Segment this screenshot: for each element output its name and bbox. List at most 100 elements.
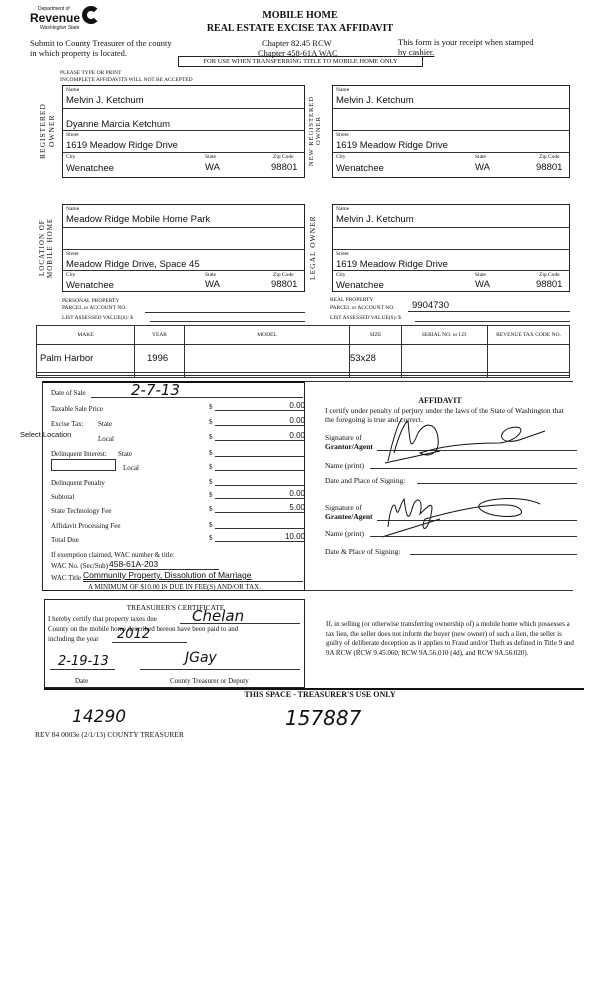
zip-field[interactable]: 98801 xyxy=(536,279,563,290)
real-assessed-field[interactable] xyxy=(415,312,570,322)
cell-year[interactable]: 1996 xyxy=(134,343,185,374)
date-of-sale-label: Date of Sale xyxy=(51,389,86,397)
zip-field[interactable]: 98801 xyxy=(271,162,298,173)
zip-field[interactable]: 98801 xyxy=(536,162,563,173)
minimum-note: A MINIMUM OF $10.00 IS DUE IN FEE(S) AND… xyxy=(88,583,261,591)
mobile-home-table: MAKE YEAR MODEL SIZE SERIAL NO. or I.D. … xyxy=(36,325,570,379)
tech-fee-field[interactable]: 5.00 $ xyxy=(209,503,305,513)
penalty-field[interactable]: $ xyxy=(209,476,305,486)
date-label: Date xyxy=(75,677,89,685)
date-of-sale-field[interactable]: 2-7-13 xyxy=(91,381,303,399)
sig-grantor-label: Signature of xyxy=(325,433,362,442)
excise-local-label: Local xyxy=(98,435,114,443)
cell-model[interactable] xyxy=(184,343,350,374)
cell[interactable] xyxy=(36,374,135,379)
wac-title-field[interactable]: Community Property, Dissolution of Marri… xyxy=(83,570,303,582)
incomplete-note: INCOMPLETE AFFIDAVITS WILL NOT BE ACCEPT… xyxy=(60,77,193,83)
grantor-date-field[interactable] xyxy=(417,474,577,484)
delinquent-state-field[interactable]: $ xyxy=(209,447,305,457)
real-parcel-value: 9904730 xyxy=(412,300,449,311)
personal-assessed-field[interactable] xyxy=(150,312,305,322)
subtotal-field[interactable]: 0.00 $ xyxy=(209,489,305,499)
zip-field[interactable]: 98801 xyxy=(271,279,298,290)
street-field[interactable]: Meadow Ridge Drive, Space 45 xyxy=(66,259,200,270)
cell-code[interactable] xyxy=(487,343,570,374)
city-field[interactable]: Wenatchee xyxy=(336,163,384,174)
col-year: YEAR xyxy=(134,325,185,345)
col-model: MODEL xyxy=(184,325,350,345)
grantee-signature-field[interactable] xyxy=(377,509,577,521)
chapter-rcw: Chapter 82.45 RCW xyxy=(262,38,332,48)
wac-no-field[interactable]: 458-61A-203 xyxy=(109,559,219,570)
dollar-sign: $ xyxy=(209,478,213,486)
excise-state-label: State xyxy=(98,420,112,428)
name-field[interactable]: Melvin J. Ketchum xyxy=(336,95,414,106)
state-field[interactable]: WA xyxy=(475,162,490,173)
cell-serial[interactable] xyxy=(401,343,488,374)
city-field[interactable]: Wenatchee xyxy=(66,163,114,174)
label: City xyxy=(336,272,346,278)
personal-parcel-field[interactable] xyxy=(145,303,305,313)
list-assessed-label: LIST ASSESSED VALUE(S): $ xyxy=(330,315,402,321)
col-size: SIZE xyxy=(349,325,402,345)
year-field[interactable]: 2012 xyxy=(112,627,187,643)
cell[interactable] xyxy=(134,374,185,379)
submit-text-2: in which property is located. xyxy=(30,48,128,58)
date-field[interactable]: 2-19-13 xyxy=(50,654,115,670)
excise-label: Excise Tax: xyxy=(51,420,84,428)
grantor-name-field[interactable] xyxy=(370,459,577,469)
sig-grantee-label-2: Grantee/Agent xyxy=(325,512,373,521)
list-assessed-label: LIST ASSESSED VALUE(S): $ xyxy=(62,315,134,321)
county-field[interactable]: Chelan xyxy=(180,607,300,625)
registered-owner-box: Name Melvin J. Ketchum Dyanne Marcia Ket… xyxy=(62,85,305,178)
dollar-sign: $ xyxy=(209,433,213,441)
deputy-signature-field[interactable]: JGay xyxy=(140,650,300,670)
form-footer: REV 84 0003e (2/1/13) COUNTY TREASURER xyxy=(35,730,184,739)
delinquent-local-field[interactable]: $ xyxy=(209,461,305,471)
cell[interactable] xyxy=(349,374,402,379)
state-field[interactable]: WA xyxy=(475,279,490,290)
city-field[interactable]: Wenatchee xyxy=(336,280,384,291)
street-field[interactable]: 1619 Meadow Ridge Drive xyxy=(66,140,178,151)
label: Name xyxy=(66,206,80,212)
grantee-name-field[interactable] xyxy=(370,527,577,537)
excise-local-field[interactable]: 0.00 $ xyxy=(209,431,305,441)
total-field[interactable]: 10.00 $ xyxy=(209,532,305,542)
state-field[interactable]: WA xyxy=(205,279,220,290)
delinquent-location-input[interactable] xyxy=(51,459,116,471)
sig-grantee-label: Signature of xyxy=(325,503,362,512)
col-revenue-code: REVENUE TAX CODE NO. xyxy=(487,325,570,345)
select-location[interactable]: Select Location xyxy=(20,430,72,439)
col-make: MAKE xyxy=(36,325,135,345)
name2-field[interactable]: Dyanne Marcia Ketchum xyxy=(66,119,171,130)
date-of-sale-value: 2-7-13 xyxy=(131,381,180,399)
street-field[interactable]: 1619 Meadow Ridge Drive xyxy=(336,259,448,270)
name-field[interactable]: Melvin J. Ketchum xyxy=(336,214,414,225)
state-field[interactable]: WA xyxy=(205,162,220,173)
cell-size[interactable]: 53x28 xyxy=(349,343,402,374)
grantor-signature-field[interactable] xyxy=(377,439,577,451)
cell[interactable] xyxy=(184,374,350,379)
affidavit-text: I certify under penalty of perjury under… xyxy=(325,406,564,424)
cell[interactable] xyxy=(401,374,488,379)
label: Street xyxy=(66,132,79,138)
taxable-field[interactable]: 0.00 $ xyxy=(209,401,305,411)
excise-state-field[interactable]: 0.00 $ xyxy=(209,416,305,426)
city-field[interactable]: Wenatchee xyxy=(66,280,114,291)
name-field[interactable]: Meadow Ridge Mobile Home Park xyxy=(66,214,211,225)
cell-make[interactable]: Palm Harbor xyxy=(36,343,135,374)
grantee-date-field[interactable] xyxy=(410,545,577,555)
section-location: LOCATION OF MOBILE HOME xyxy=(38,217,54,279)
dollar-sign: $ xyxy=(209,521,213,529)
street-field[interactable]: 1619 Meadow Ridge Drive xyxy=(336,140,448,151)
penalty-label: Delinquent Penalty xyxy=(51,479,105,487)
name-field[interactable]: Melvin J. Ketchum xyxy=(66,95,144,106)
dollar-sign: $ xyxy=(209,449,213,457)
wac-no-label: WAC No. (Sec/Sub) xyxy=(51,562,108,570)
real-parcel-field[interactable]: 9904730 xyxy=(408,300,570,312)
cell[interactable] xyxy=(487,374,570,379)
label: Street xyxy=(336,251,349,257)
tech-fee-label: State Technology Fee xyxy=(51,507,112,515)
processing-fee-field[interactable]: $ xyxy=(209,519,305,529)
date-place-label: Date and Place of Signing: xyxy=(325,476,406,485)
